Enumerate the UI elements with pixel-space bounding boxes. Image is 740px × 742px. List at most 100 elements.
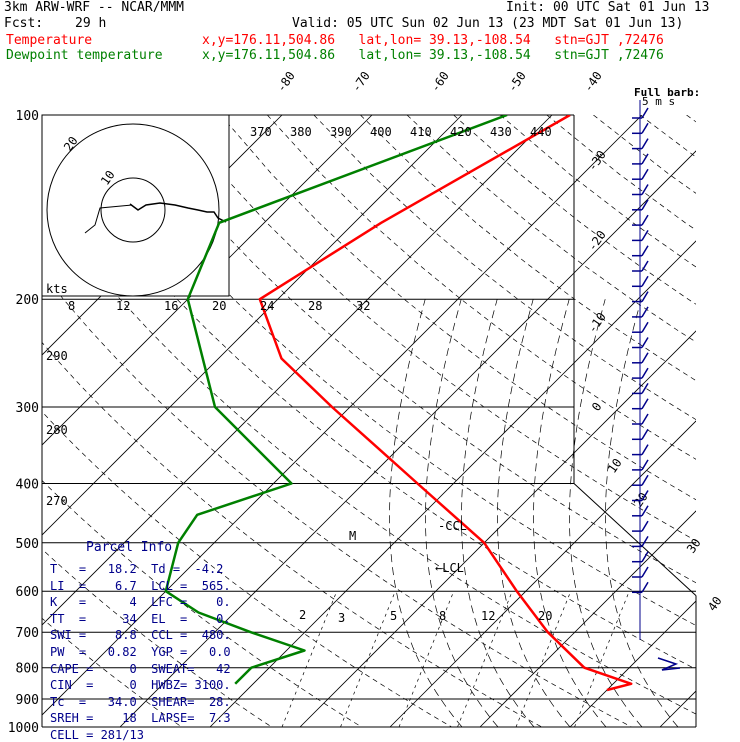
wind-barb [642, 383, 648, 393]
temperature-line [260, 115, 631, 690]
hodograph-speed-label: 32 [356, 299, 370, 313]
isotherm-line [570, 115, 740, 727]
theta-label: 290 [46, 349, 68, 363]
hodograph-speed-label: 8 [68, 299, 75, 313]
theta-label: 430 [490, 125, 512, 139]
pressure-label: 400 [16, 477, 39, 492]
wind-barb [642, 399, 648, 409]
moist-adiabat-line [426, 299, 499, 727]
parcel-info-row: PW = 0.82 YGP = 0.0 [50, 645, 231, 659]
wind-barb [642, 123, 648, 133]
parcel-info-title: Parcel Info [86, 540, 172, 555]
wind-barb [642, 429, 648, 439]
isotherm-label: 10 [605, 456, 625, 476]
wind-barb [642, 276, 648, 286]
pressure-label: 100 [16, 109, 39, 124]
isotherm-label: -20 [585, 228, 609, 254]
isotherm-line [210, 115, 740, 727]
mixing-ratio-label: 5 [390, 609, 397, 623]
hodograph-speed-label: 24 [260, 299, 274, 313]
theta-label: 400 [370, 125, 392, 139]
wind-barb [642, 353, 648, 363]
pressure-label: 200 [16, 293, 39, 308]
moist-adiabat-line [462, 299, 535, 727]
wind-barb [642, 246, 648, 256]
parcel-info-left: SWI = 8.8 [50, 628, 137, 642]
ccl-marker: -CCL [438, 519, 467, 533]
wind-barb [642, 185, 648, 195]
wind-barb-surface [658, 658, 680, 670]
wind-barb [642, 169, 648, 179]
mixing-ratio-line [282, 591, 337, 727]
hodograph-units: kts [46, 282, 68, 296]
mixing-ratio-label: 8 [439, 609, 446, 623]
isotherm-line [300, 115, 740, 727]
parcel-info-row: CAPE = 0 SWEAT= 42 [50, 662, 231, 676]
parcel-info-left: TT = 34 [50, 612, 137, 626]
parcel-info-row: LI = 6.7 LCL = 565. [50, 579, 231, 593]
dry-adiabat-line [593, 115, 740, 727]
parcel-info-right: EL = 0. [137, 612, 231, 626]
pressure-label: 600 [16, 585, 39, 600]
parcel-info-left: SREH = 18 [50, 711, 137, 725]
barb-legend-units: 5 m s [642, 95, 675, 108]
parcel-info-right: SHEAR= 28. [137, 695, 231, 709]
theta-label: 440 [530, 125, 552, 139]
wind-barb [642, 108, 648, 118]
theta-label: 410 [410, 125, 432, 139]
theta-label: 390 [330, 125, 352, 139]
mixing-ratio-label: 2 [299, 608, 306, 622]
dry-adiabat-line [640, 115, 740, 727]
pressure-label: 1000 [8, 721, 39, 736]
wind-barb [642, 475, 648, 485]
profile-layer [166, 115, 631, 690]
wind-barb [642, 230, 648, 240]
wind-barb [642, 414, 648, 424]
parcel-info-left: CAPE = 0 [50, 662, 137, 676]
wind-barb [642, 139, 648, 149]
parcel-info-left: CIN = 0 [50, 678, 137, 692]
wind-barb [642, 338, 648, 348]
pressure-label: 300 [16, 401, 39, 416]
parcel-info-right: Td = -4.2 [137, 562, 224, 576]
hodograph-speed-label: 12 [116, 299, 130, 313]
wind-barb [642, 200, 648, 210]
mixing-ratio-label: 20 [538, 609, 552, 623]
wind-barb [642, 460, 648, 470]
isotherm-label: -50 [505, 69, 529, 95]
parcel-info-right: LFC = 0. [137, 595, 231, 609]
isotherm-label: -70 [349, 69, 373, 95]
mixing-ratio-label: 3 [338, 611, 345, 625]
theta-label: 280 [46, 423, 68, 437]
parcel-info-right: HWBZ= 3100. [137, 678, 231, 692]
hodograph-speed-label: 20 [212, 299, 226, 313]
pressure-label: 700 [16, 626, 39, 641]
lcl-marker: ←LCL [435, 561, 464, 575]
isotherm-line [390, 115, 740, 727]
wind-barb [642, 322, 648, 332]
parcel-info-left: K = 4 [50, 595, 137, 609]
pressure-label: 900 [16, 693, 39, 708]
isotherm-label: 40 [705, 594, 725, 614]
parcel-info-row: CIN = 0 HWBZ= 3100. [50, 678, 231, 692]
mixing-ratio-label: 12 [481, 609, 495, 623]
parcel-info-right: SWEAT= 42 [137, 662, 231, 676]
theta-label: 420 [450, 125, 472, 139]
moist-adiabat-line [498, 299, 571, 727]
isotherm-label: -40 [581, 69, 605, 95]
parcel-info-left: T = 18.2 [50, 562, 137, 576]
parcel-info-right: YGP = 0.0 [137, 645, 231, 659]
wind-barbs: Full barb:5 m s [632, 86, 700, 670]
parcel-info-right: LAPSE= 7.3 [137, 711, 231, 725]
isotherm-line [0, 115, 12, 727]
hodograph-speed-label: 16 [164, 299, 178, 313]
wind-barb [642, 521, 648, 531]
parcel-info-row: TT = 34 EL = 0. [50, 612, 231, 626]
pressure-label: 800 [16, 662, 39, 677]
theta-label: 370 [250, 125, 272, 139]
m-marker: M [349, 529, 356, 543]
wind-barb [642, 536, 648, 546]
mixing-ratio-line [575, 591, 630, 727]
wind-barb [642, 368, 648, 378]
parcel-info-right: CCL = 480. [137, 628, 231, 642]
